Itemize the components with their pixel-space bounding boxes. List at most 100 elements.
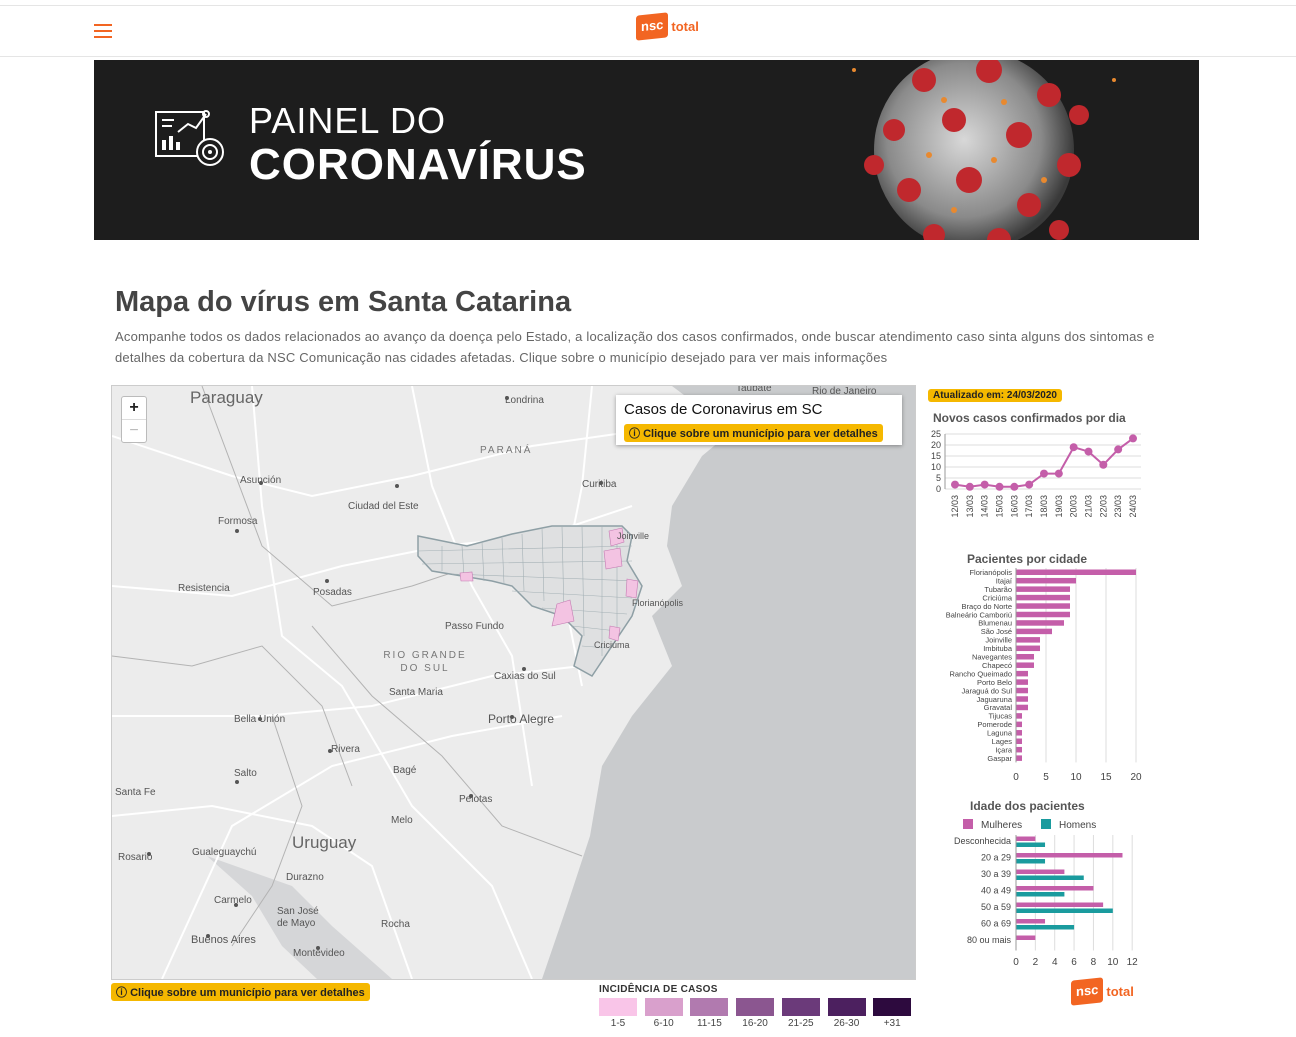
category-label: Balneário Camboriú: [946, 610, 1012, 619]
bar: [1016, 853, 1123, 858]
map-label: Passo Fundo: [445, 621, 504, 632]
bar: [1016, 935, 1036, 940]
data-point: [1040, 469, 1048, 478]
category-label: 80 ou mais: [967, 935, 1012, 945]
category-label: 20 a 29: [981, 853, 1011, 863]
legend-swatch: [827, 998, 866, 1016]
map-label: Curitiba: [582, 479, 617, 490]
map-label: Rocha: [381, 919, 410, 930]
data-point: [1114, 445, 1123, 454]
map-label: Caxias do Sul: [494, 671, 556, 682]
category-label: Itajaí: [996, 576, 1013, 585]
map-info-hint-text: Clique sobre um município para ver detal…: [643, 428, 878, 440]
x-tick-label: 0: [1013, 772, 1019, 783]
zoom-control: + −: [121, 396, 147, 443]
legend-swatch: [963, 819, 973, 829]
bar: [1016, 721, 1022, 728]
map-label: Rio de Janeiro: [812, 386, 877, 397]
data-point: [1010, 482, 1019, 491]
category-label: Blumenau: [978, 619, 1012, 628]
data-point: [1054, 469, 1063, 478]
banner-title-line2: CORONAVÍRUS: [249, 140, 587, 189]
bar: [1016, 670, 1028, 677]
category-label: Lages: [992, 737, 1013, 746]
bar: [1016, 836, 1036, 841]
bar: [1016, 577, 1076, 584]
y-tick-label: 10: [931, 462, 941, 472]
hero-banner: PAINEL DO CORONAVÍRUS: [94, 60, 1199, 240]
info-icon: ⓘ: [116, 987, 127, 999]
map-label: Criciúma: [594, 640, 630, 650]
map-label: Rosario: [118, 852, 153, 863]
x-tick-label: 6: [1071, 957, 1077, 965]
legend-swatch: [781, 998, 820, 1016]
map-info-title: Casos de Coronavirus em SC: [624, 401, 823, 418]
x-tick-label: 18/03: [1039, 495, 1049, 518]
map-label: Joinville: [617, 531, 650, 541]
map-label: Durazno: [286, 872, 324, 883]
legend-label: Homens: [1059, 820, 1096, 831]
bar: [1016, 569, 1136, 575]
zoom-out-button[interactable]: −: [129, 422, 139, 439]
legend-label: +31: [883, 1018, 901, 1029]
legend-swatch: [599, 998, 637, 1016]
bar: [1016, 713, 1022, 719]
category-label: Braço do Norte: [962, 602, 1012, 611]
map-label: Gualeguaychú: [192, 847, 257, 858]
data-point: [995, 482, 1004, 491]
category-label: Criciúma: [982, 593, 1012, 602]
map-label: Florianópolis: [632, 598, 684, 608]
legend-label: 11-15: [696, 1018, 722, 1029]
data-point: [1069, 443, 1078, 452]
legend-title: INCIDÊNCIA DE CASOS: [599, 984, 718, 995]
bar: [1016, 902, 1104, 907]
nsc-total-logo[interactable]: nsc total: [636, 12, 699, 41]
map-bottom-hint: ⓘ Clique sobre um município para ver det…: [111, 983, 370, 1001]
legend-swatch: [690, 998, 729, 1016]
map-label: Salto: [234, 768, 257, 779]
data-point: [965, 482, 974, 491]
map-info-hint: ⓘ Clique sobre um município para ver det…: [624, 424, 883, 442]
top-navbar: nsc total: [0, 5, 1296, 57]
banner-title-line1: PAINEL DO: [249, 100, 447, 141]
bar: [1016, 662, 1034, 668]
category-label: Jaraguá do Sul: [962, 686, 1013, 695]
bar: [1016, 687, 1028, 694]
map-label: Bagé: [393, 765, 417, 776]
category-label: São José: [981, 627, 1012, 636]
category-label: Içara: [995, 745, 1013, 754]
x-tick-label: 8: [1091, 957, 1097, 965]
bar: [1016, 611, 1070, 618]
chart-title: Novos casos confirmados por dia: [933, 411, 1126, 425]
map-label: Carmelo: [214, 895, 252, 906]
map-label: PARANÁ: [480, 445, 533, 456]
bar: [1016, 620, 1064, 626]
bar: [1016, 875, 1084, 880]
footer-nsc-logo[interactable]: nsc total: [1071, 977, 1134, 1006]
map-label: Melo: [391, 815, 413, 826]
zoom-in-button[interactable]: +: [122, 397, 146, 420]
bar: [1016, 628, 1052, 635]
y-tick-label: 20: [931, 440, 941, 450]
map-label: Asunción: [240, 475, 282, 486]
map-label: Formosa: [218, 516, 258, 527]
category-label: 60 a 69: [981, 919, 1011, 929]
bar: [1016, 679, 1028, 685]
map-label: Santa Maria: [389, 687, 443, 698]
x-tick-label: 13/03: [965, 495, 975, 518]
category-label: Imbituba: [983, 644, 1013, 653]
category-label: Gravatal: [984, 703, 1013, 712]
dashboard-icon: [155, 110, 224, 166]
category-label: Desconhecida: [954, 836, 1011, 846]
category-label: 30 a 39: [981, 869, 1011, 879]
category-label: Tijucas: [989, 712, 1013, 721]
map-label: Paraguay: [190, 388, 263, 407]
y-tick-label: 15: [931, 451, 941, 461]
x-tick-label: 17/03: [1024, 495, 1034, 518]
x-tick-label: 5: [1043, 772, 1049, 783]
x-tick-label: 0: [1013, 957, 1019, 965]
map-container[interactable]: + − Paraguay Londrina Taubaté Rio de Jan…: [111, 385, 916, 980]
map-bottom-hint-text: Clique sobre um município para ver detal…: [130, 987, 365, 999]
category-label: Jaguaruna: [977, 695, 1013, 704]
menu-icon[interactable]: [94, 24, 112, 38]
